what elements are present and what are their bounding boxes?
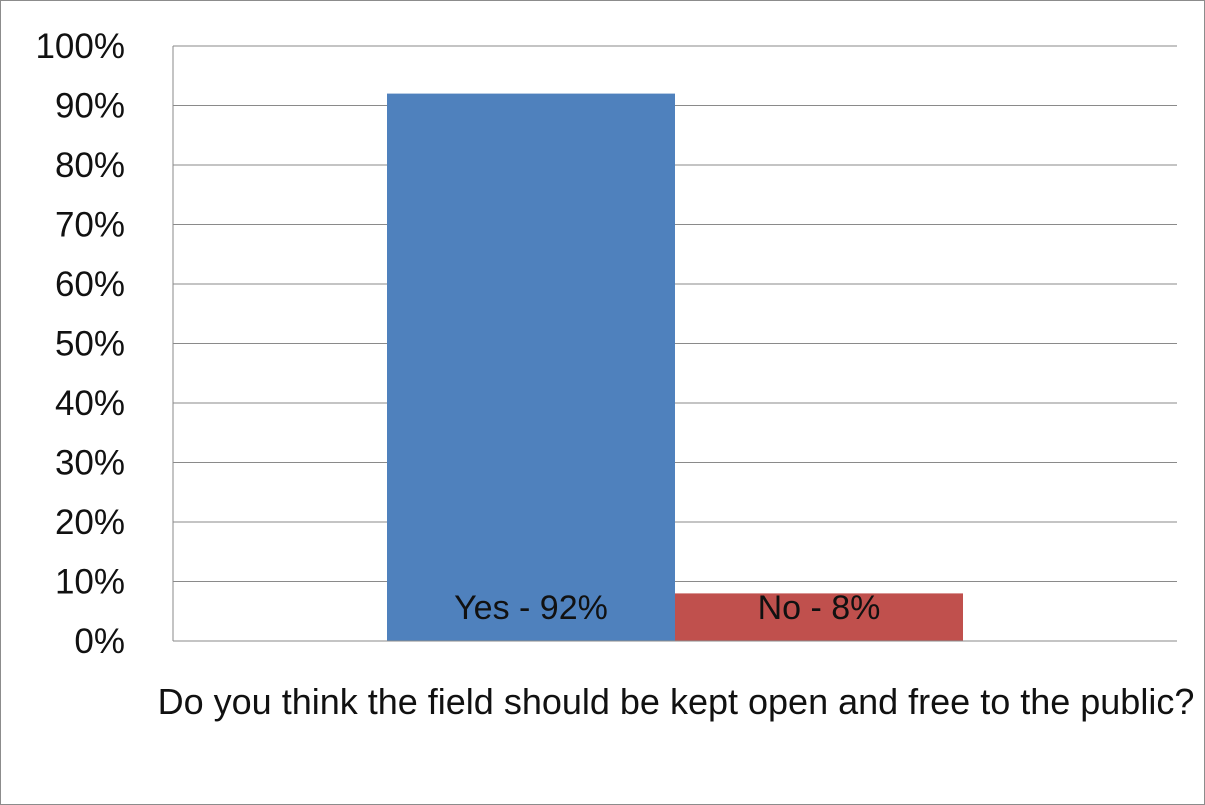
y-tick-label: 60% <box>55 265 125 304</box>
bar-yes <box>387 93 675 642</box>
y-tick-label: 10% <box>55 563 125 602</box>
x-axis-label: Do you think the field should be kept op… <box>157 681 1195 722</box>
data-label: Yes - 92% <box>454 589 608 627</box>
data-label: No - 8% <box>758 589 881 627</box>
y-tick-label: 80% <box>55 146 125 185</box>
y-tick-label: 20% <box>55 503 125 542</box>
bar-no <box>675 593 963 641</box>
y-tick-label: 70% <box>55 206 125 245</box>
y-tick-label: 90% <box>55 87 125 126</box>
bar-labels: Yes - 92% No - 8% <box>454 589 880 627</box>
y-tick-label: 100% <box>35 27 125 66</box>
y-tick-label: 0% <box>74 622 125 661</box>
axes <box>172 46 1177 642</box>
y-axis-ticks: 0% 10% 20% 30% 40% 50% 60% 70% 80% 90% 100% <box>35 27 125 661</box>
y-tick-label: 50% <box>55 325 125 364</box>
bars <box>387 93 963 642</box>
y-tick-label: 30% <box>55 444 125 483</box>
y-tick-label: 40% <box>55 384 125 423</box>
